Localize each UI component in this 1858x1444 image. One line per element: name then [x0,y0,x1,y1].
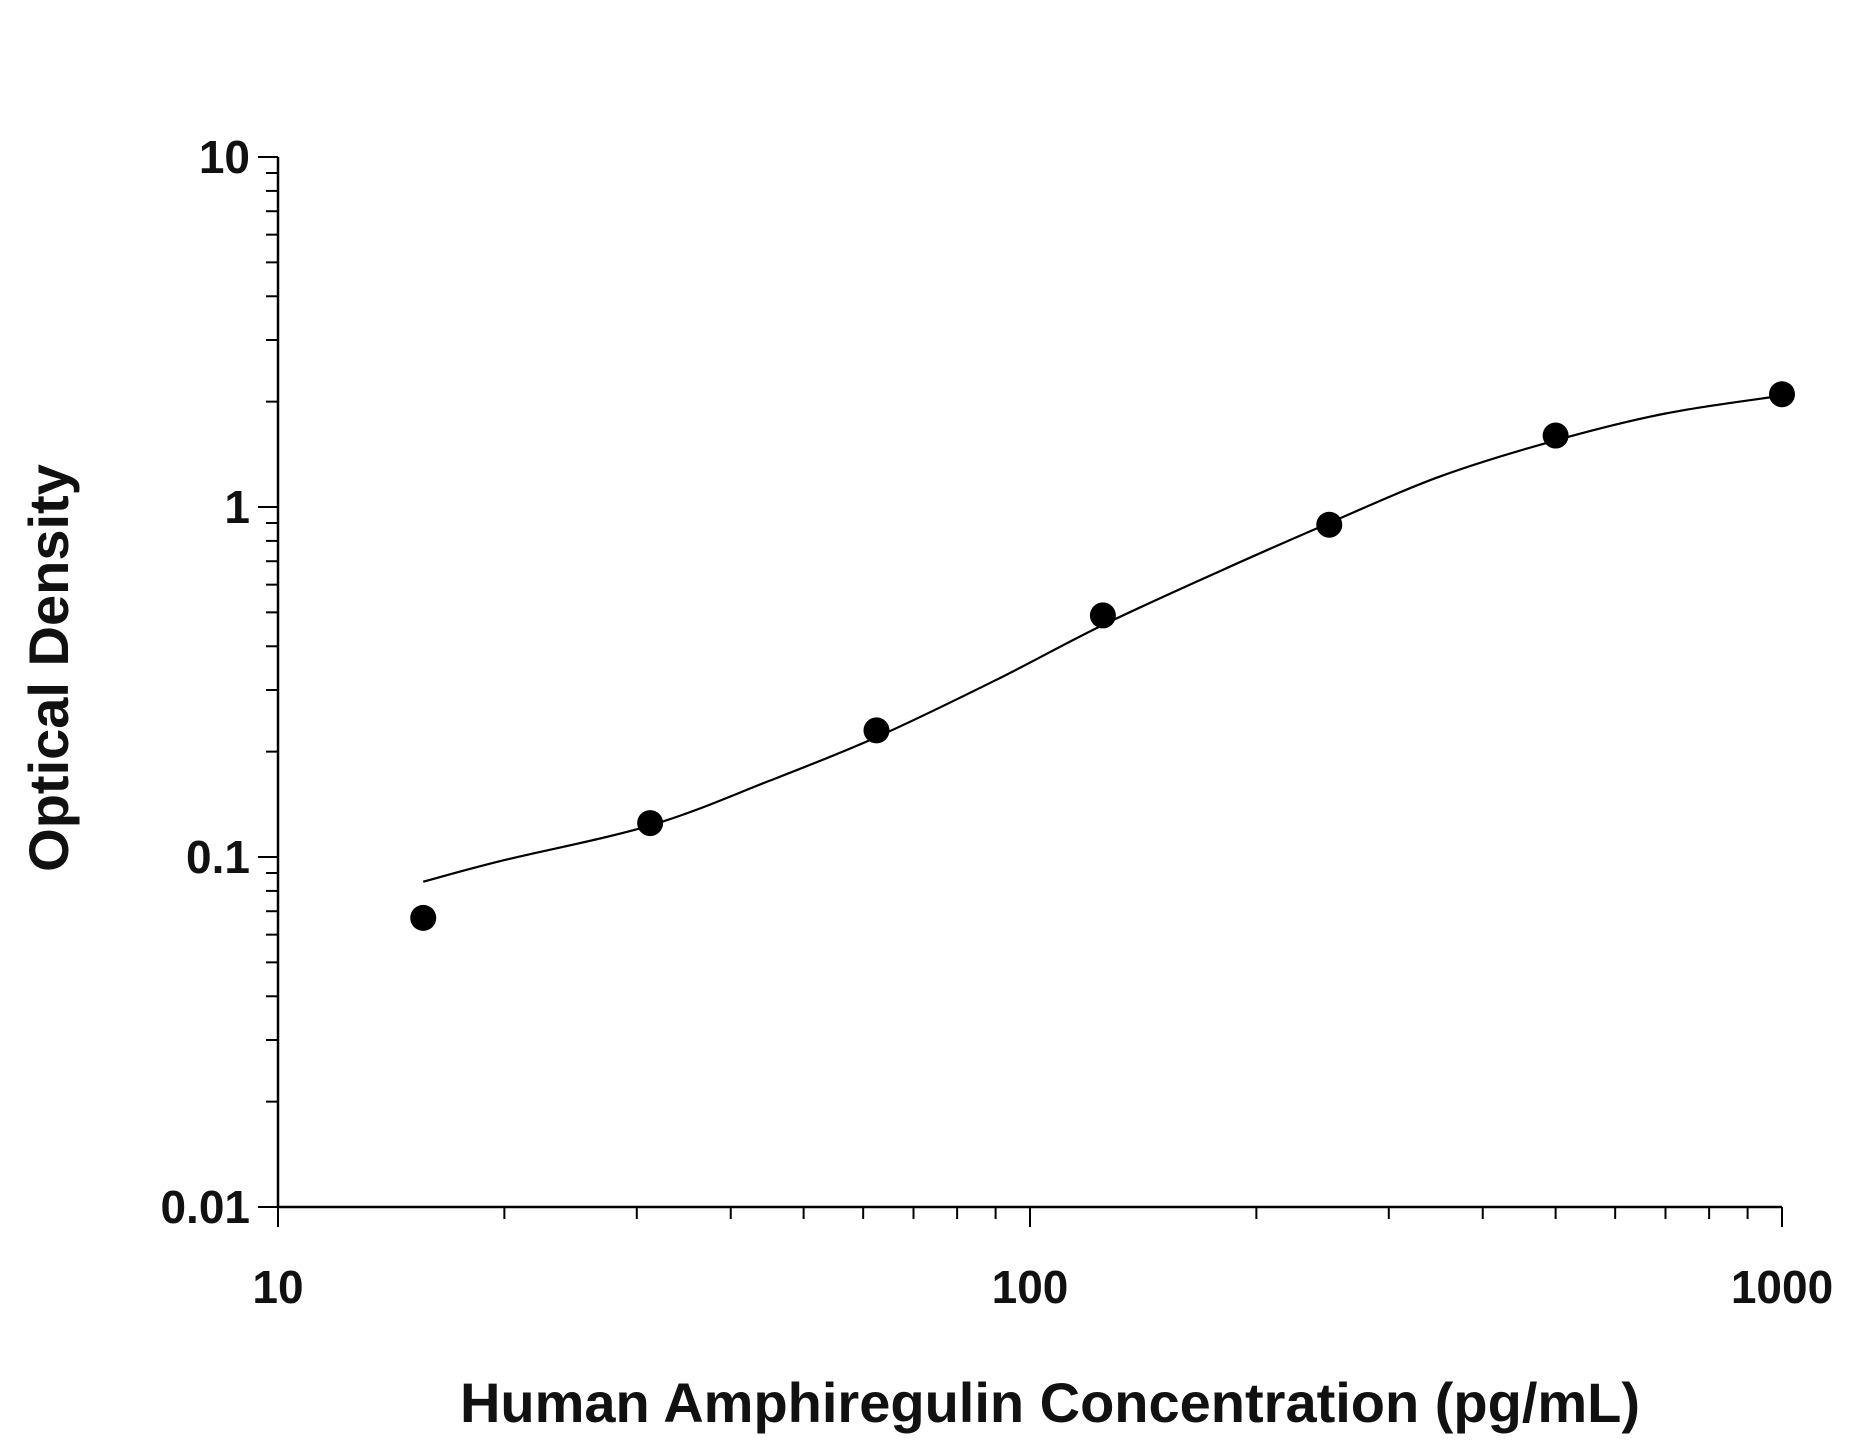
x-axis-title: Human Amphiregulin Concentration (pg/mL) [460,1371,1640,1434]
tick-labels: 0.01 0.1 1 10 10 100 1000 [160,131,1833,1313]
data-point [1769,381,1795,408]
fit-curve-group [422,394,1783,883]
y-tick-label: 0.1 [186,831,250,883]
data-point [863,717,890,744]
fit-curve [422,394,1783,883]
y-tick-label: 10 [199,131,250,183]
data-points-group [410,381,1795,931]
y-tick-label: 0.01 [160,1181,250,1233]
x-tick-label: 10 [252,1261,303,1313]
axes [276,157,1782,1209]
y-tick-label: 1 [224,481,250,533]
data-point [1316,511,1343,538]
x-tick-label: 1000 [1731,1261,1833,1313]
data-point [637,810,664,837]
data-point [1089,602,1116,629]
y-axis-title: Optical Density [17,464,80,872]
x-tick-label: 100 [992,1261,1069,1313]
data-point [410,904,437,931]
tick-marks [258,156,1783,1227]
data-point [1542,422,1569,449]
